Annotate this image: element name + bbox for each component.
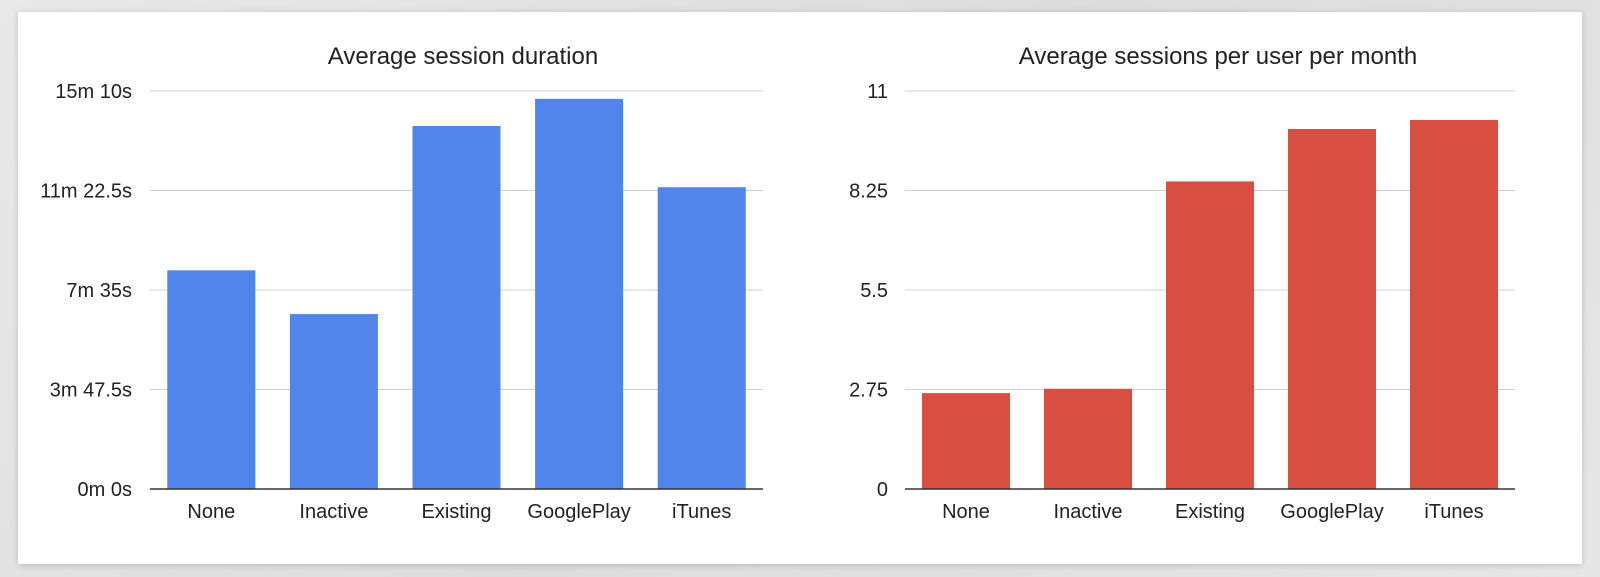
x-tick-label: GooglePlay <box>527 501 630 523</box>
session-duration-chart: Average session duration 0m 0s 3m 47.5s 7m… <box>40 43 763 523</box>
bar-googleplay <box>1288 128 1376 489</box>
bar-inactive <box>289 314 378 489</box>
bar-itunes <box>657 187 746 489</box>
bar-itunes <box>1410 119 1498 489</box>
x-tick-label: None <box>942 501 990 523</box>
bar-none <box>922 393 1010 489</box>
chart-title: Average session duration <box>328 43 598 70</box>
x-tick-label: Inactive <box>299 501 368 523</box>
sessions-per-user-chart: Average sessions per user per month 0 2.7… <box>849 43 1515 523</box>
y-tick-label: 5.5 <box>860 280 888 302</box>
bar-inactive <box>1044 388 1132 489</box>
y-tick-label: 7m 35s <box>66 280 132 302</box>
y-tick-label: 0 <box>877 479 888 501</box>
x-tick-label: Inactive <box>1054 501 1123 523</box>
bar-none <box>167 270 256 489</box>
y-tick-label: 8.25 <box>849 181 888 203</box>
x-tick-label: None <box>187 501 235 523</box>
x-tick-label: Existing <box>421 501 491 523</box>
y-tick-label: 11m 22.5s <box>40 181 132 203</box>
y-tick-label: 11 <box>867 81 888 103</box>
bar-existing <box>1166 181 1254 490</box>
x-tick-label: iTunes <box>672 501 731 523</box>
x-tick-label: iTunes <box>1424 501 1483 523</box>
chart-title: Average sessions per user per month <box>1019 43 1417 70</box>
y-tick-label: 3m 47.5s <box>50 380 132 402</box>
x-tick-label: GooglePlay <box>1280 501 1383 523</box>
x-tick-label: Existing <box>1175 501 1245 523</box>
y-tick-label: 2.75 <box>849 380 888 402</box>
y-tick-label: 0m 0s <box>78 479 132 501</box>
bar-existing <box>412 125 501 489</box>
bar-googleplay <box>535 98 624 489</box>
y-tick-label: 15m 10s <box>55 81 132 103</box>
